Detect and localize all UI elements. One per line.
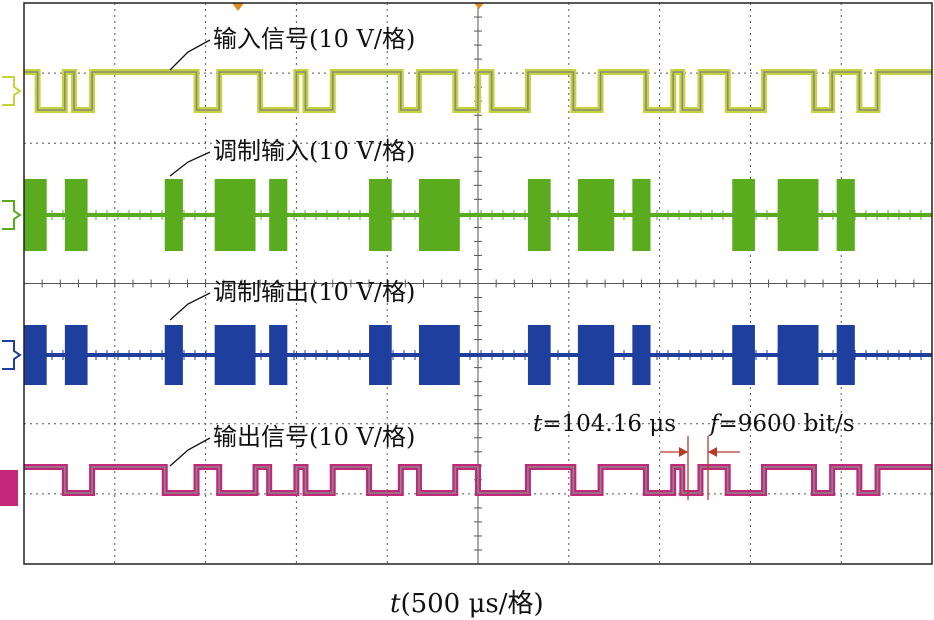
leader-modulator-input	[169, 151, 211, 177]
annotation-t-symbol: t	[533, 411, 543, 437]
leader-input-signal	[169, 39, 211, 71]
trigger-center-marker	[474, 3, 484, 9]
trace-1-burst	[64, 179, 88, 251]
trace-1-burst	[369, 179, 392, 251]
channel-marker-1	[2, 76, 22, 106]
label-modulator-output: 调制输出(10 V/格)	[213, 278, 415, 306]
leader-output-signal	[169, 437, 211, 467]
channel-marker-4	[0, 470, 18, 506]
measure-left-arrowhead	[679, 447, 688, 457]
trace-2-burst	[24, 325, 47, 385]
trace-1-burst	[632, 179, 651, 251]
trace-2-burst	[369, 325, 392, 385]
x-axis-label-rest: (500 μs/格)	[400, 589, 543, 619]
trace-1-burst	[732, 179, 755, 251]
trace-2-burst	[836, 325, 855, 385]
annotation-t-value: =104.16 μs	[542, 411, 676, 437]
trace-1-burst	[577, 179, 615, 251]
traces-layer	[24, 69, 932, 496]
annotation-f-symbol: f	[708, 411, 722, 437]
trace-1-burst	[527, 179, 551, 251]
trace-2-burst	[577, 325, 615, 385]
trace-1-burst	[836, 179, 855, 251]
trace-3-line	[24, 466, 932, 494]
trace-0-line	[24, 71, 932, 111]
trace-2-burst	[214, 325, 256, 385]
channel-marker-2	[2, 200, 22, 230]
leader-modulator-output	[169, 292, 211, 321]
label-output-signal: 输出信号(10 V/格)	[213, 423, 415, 451]
x-axis-label: t(500 μs/格)	[390, 589, 544, 619]
trace-2-burst	[64, 325, 88, 385]
channel-marker-3	[2, 340, 22, 370]
trace-2-burst	[732, 325, 755, 385]
trace-1-burst	[418, 179, 460, 251]
trigger-position-marker	[232, 3, 244, 11]
trace-2-burst	[632, 325, 651, 385]
plot-frame	[23, 2, 933, 565]
trace-2-burst	[269, 325, 288, 385]
label-input-signal: 输入信号(10 V/格)	[213, 25, 415, 53]
trace-2-burst	[418, 325, 460, 385]
trace-1-burst	[269, 179, 288, 251]
channel-markers	[0, 3, 484, 506]
label-modulator-input: 调制输入(10 V/格)	[213, 137, 415, 165]
trace-1-burst	[214, 179, 256, 251]
trace-1-burst	[164, 179, 183, 251]
bit-period-arrows	[660, 436, 740, 500]
annotation-rate-text: f=9600 bit/s	[708, 411, 855, 437]
trace-1-burst	[24, 179, 47, 251]
annotation-period-text: t=104.16 μs	[533, 411, 676, 437]
annotation-f-value: =9600 bit/s	[719, 411, 855, 437]
trace-2-burst	[527, 325, 551, 385]
x-axis-label-t: t	[390, 589, 401, 619]
trace-2-burst	[777, 325, 819, 385]
label-leaders	[169, 39, 211, 467]
trace-1-burst	[777, 179, 819, 251]
trace-2-burst	[164, 325, 183, 385]
measure-right-arrowhead	[708, 447, 717, 457]
